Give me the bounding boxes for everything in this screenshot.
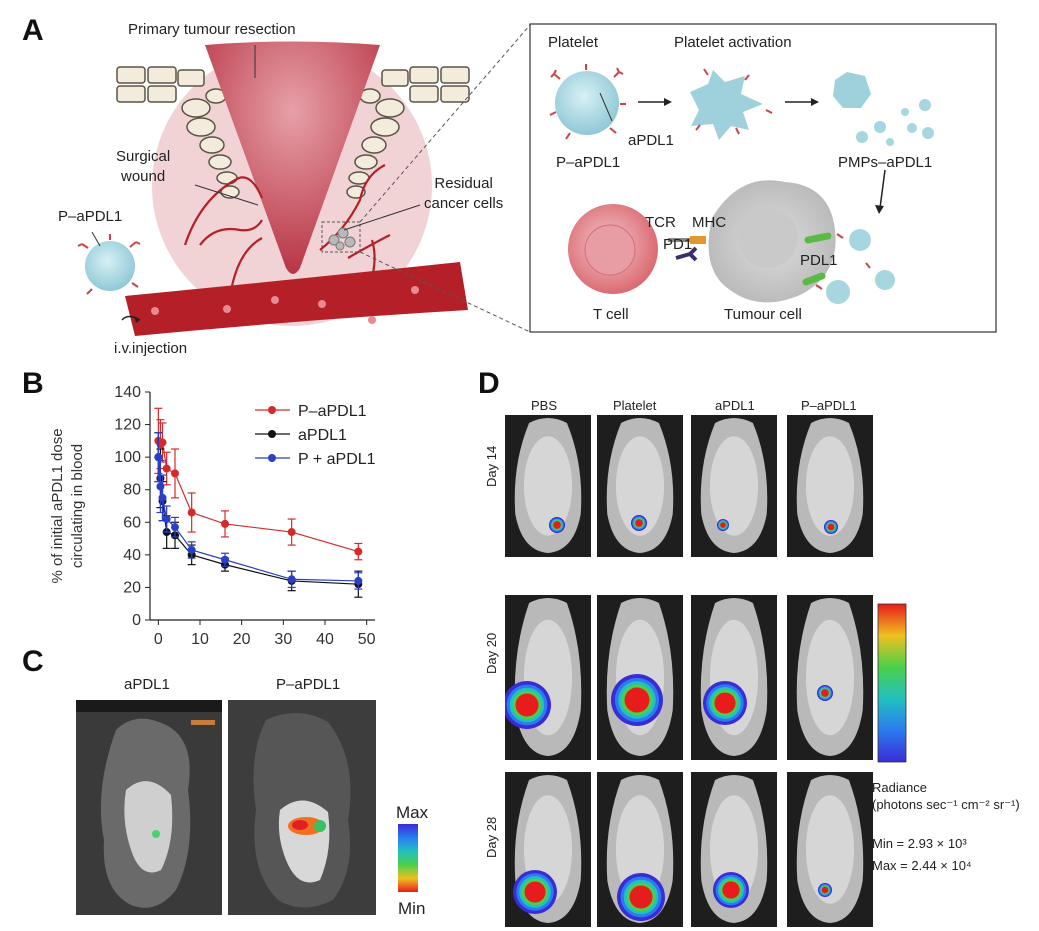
y-tick-label: 60: [123, 514, 141, 531]
label-platelet-activation: Platelet activation: [674, 34, 792, 51]
data-point: [287, 528, 296, 537]
data-point: [221, 555, 229, 564]
y-tick-label: 80: [123, 482, 141, 499]
data-point: [171, 523, 179, 532]
label-t-cell: T cell: [593, 306, 629, 323]
x-tick-label: 40: [316, 631, 334, 648]
schematic-diagram: [77, 23, 997, 336]
label-pmps-apdl1: PMPs–aPDL1: [838, 154, 933, 171]
label-mhc: MHC: [692, 214, 727, 231]
col-header-p-apdl1: P–aPDL1: [801, 398, 857, 413]
radiance-units: (photons sec⁻¹ cm⁻² sr⁻¹): [872, 797, 1020, 812]
label-residual-cells: Residual cancer cells: [424, 175, 504, 212]
label-tumour-cell: Tumour cell: [724, 306, 802, 323]
label-pdl1: PDL1: [800, 252, 838, 269]
data-point: [187, 545, 196, 554]
x-tick-label: 50: [358, 631, 376, 648]
y-axis-label: % of initial aPDL1 dose: [49, 428, 66, 583]
x-tick-label: 30: [274, 631, 292, 648]
legend-label: aPDL1: [298, 427, 347, 444]
panel-c-label-apdl1: aPDL1: [124, 676, 170, 693]
data-point: [221, 519, 229, 528]
panel-label-a: A: [22, 14, 44, 47]
label-schematic-p-apdl1: P–aPDL1: [58, 208, 123, 225]
x-tick-label: 20: [233, 631, 251, 648]
mouse-image-row3-col2: [597, 772, 683, 927]
data-point: [156, 482, 165, 491]
mouse-image-row2-col1: [505, 595, 591, 760]
y-tick-label: 20: [123, 579, 141, 596]
y-tick-label: 140: [114, 384, 141, 401]
y-tick-label: 120: [114, 417, 141, 434]
data-point: [154, 453, 163, 462]
panel-label-d: D: [478, 367, 500, 400]
legend-label: P–aPDL1: [298, 403, 367, 420]
legend-label: P + aPDL1: [298, 451, 376, 468]
mouse-image-row2-col2: [597, 595, 683, 760]
label-tcr: TCR: [645, 214, 676, 231]
radiance-max-value: Max = 2.44 × 10⁴: [872, 858, 972, 873]
y-tick-label: 0: [132, 612, 141, 629]
x-tick-label: 0: [154, 631, 163, 648]
row-label-day20: Day 20: [484, 632, 499, 674]
col-header-pbs: PBS: [531, 398, 558, 413]
data-point: [354, 547, 363, 556]
radiance-title: Radiance: [872, 780, 927, 795]
mouse-image-row2-col4: [787, 595, 873, 760]
radiance-min-value: Min = 2.93 × 10³: [872, 836, 967, 851]
col-header-apdl1: aPDL1: [715, 398, 755, 413]
label-surgical-wound: Surgical wound: [116, 148, 171, 185]
mouse-image-row3-col1: [505, 772, 591, 927]
series-line: [157, 457, 359, 582]
y-axis-label: circulating in blood: [69, 444, 86, 568]
x-tick-label: 10: [191, 631, 209, 648]
data-point: [187, 508, 196, 517]
data-point: [158, 493, 167, 502]
mouse-image-row1-col1: [505, 415, 591, 557]
label-primary-resection: Primary tumour resection: [128, 21, 296, 38]
mouse-image-apdl1: [76, 700, 222, 915]
label-iv-injection: i.v.injection: [114, 340, 188, 357]
y-tick-label: 100: [114, 449, 141, 466]
mouse-image-row2-col3: [691, 595, 777, 760]
legend-marker: [268, 454, 276, 462]
panel-label-c: C: [22, 645, 44, 678]
data-point: [162, 464, 171, 473]
radiance-colorbar: [877, 603, 907, 763]
col-header-platelet: Platelet: [613, 398, 657, 413]
data-point: [171, 469, 179, 478]
panel-c-colorbar: [398, 824, 418, 892]
mouse-image-row1-col3: [691, 415, 777, 557]
label-apdl1-antibody: aPDL1: [628, 132, 674, 149]
row-label-day28: Day 28: [484, 816, 499, 858]
label-platelet: Platelet: [548, 34, 599, 51]
label-pd1: PD1: [663, 236, 693, 253]
legend-marker: [268, 406, 276, 414]
legend-marker: [268, 430, 276, 438]
label-inset-p-apdl1: P–aPDL1: [556, 154, 621, 171]
mouse-image-row1-col2: [597, 415, 683, 557]
data-point: [158, 438, 167, 447]
row-label-day14: Day 14: [484, 445, 499, 487]
panel-label-b: B: [22, 367, 44, 400]
data-point: [162, 515, 171, 524]
data-point: [354, 576, 363, 585]
mouse-image-row3-col3: [691, 772, 777, 927]
pharmacokinetics-chart: 0 20 40 60 80 100 120 140 0 10 20 30 40 50 % of initia…: [49, 384, 376, 648]
y-tick-label: 40: [123, 547, 141, 564]
mouse-image-row1-col4: [787, 415, 873, 557]
panel-c-scale-min: Min: [398, 899, 426, 918]
panel-c-scale-max: Max: [396, 803, 429, 822]
panel-c-label-p-apdl1: P–aPDL1: [276, 676, 341, 693]
mouse-image-p-apdl1: [228, 700, 376, 915]
data-point: [287, 575, 296, 584]
mouse-image-row3-col4: [787, 772, 873, 927]
